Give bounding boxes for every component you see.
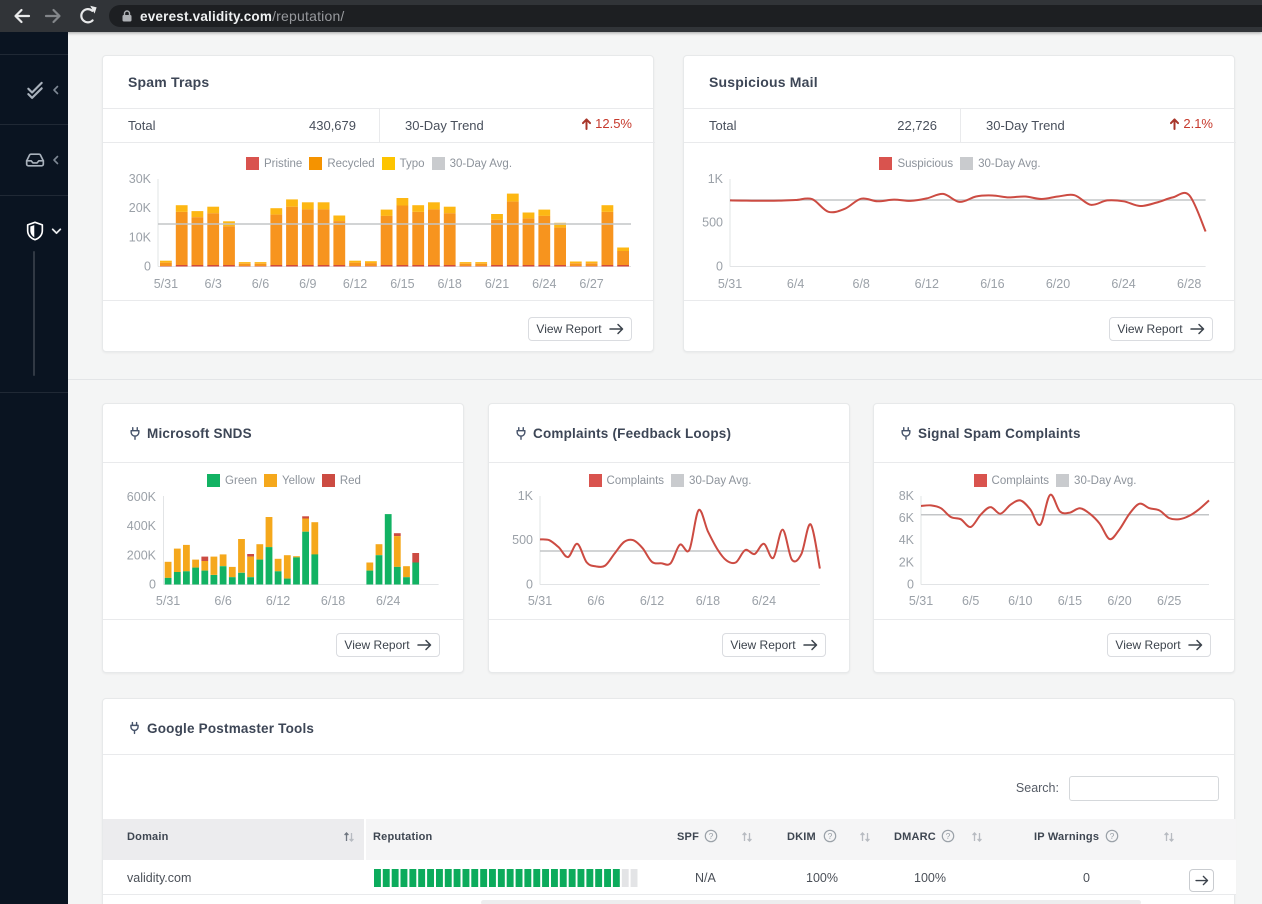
- svg-text:6/6: 6/6: [587, 594, 604, 608]
- svg-text:5/31: 5/31: [718, 277, 742, 291]
- svg-text:6/12: 6/12: [915, 277, 939, 291]
- svg-text:0: 0: [526, 578, 533, 592]
- svg-text:6/20: 6/20: [1107, 594, 1131, 608]
- svg-text:6/15: 6/15: [1058, 594, 1082, 608]
- svg-text:6K: 6K: [899, 511, 915, 525]
- svg-text:5/31: 5/31: [156, 594, 180, 608]
- svg-text:6/6: 6/6: [252, 277, 269, 291]
- svg-text:6/5: 6/5: [962, 594, 979, 608]
- svg-text:500: 500: [702, 216, 723, 230]
- svg-text:0: 0: [907, 578, 914, 592]
- svg-text:6/28: 6/28: [1177, 277, 1201, 291]
- svg-text:20K: 20K: [129, 201, 152, 215]
- svg-text:6/18: 6/18: [438, 277, 462, 291]
- svg-text:4K: 4K: [899, 533, 915, 547]
- svg-text:6/24: 6/24: [376, 594, 400, 608]
- svg-text:5/31: 5/31: [528, 594, 552, 608]
- svg-text:6/18: 6/18: [321, 594, 345, 608]
- svg-text:?: ?: [709, 831, 714, 841]
- svg-text:1K: 1K: [518, 489, 534, 503]
- svg-text:6/10: 6/10: [1008, 594, 1032, 608]
- svg-text:30K: 30K: [129, 172, 152, 186]
- svg-text:?: ?: [828, 831, 833, 841]
- svg-text:400K: 400K: [127, 519, 157, 533]
- svg-text:6/20: 6/20: [1046, 277, 1070, 291]
- svg-text:6/12: 6/12: [343, 277, 367, 291]
- svg-text:2K: 2K: [899, 555, 915, 569]
- svg-text:0: 0: [144, 260, 151, 274]
- svg-text:6/24: 6/24: [752, 594, 776, 608]
- svg-text:200K: 200K: [127, 548, 157, 562]
- svg-text:1K: 1K: [708, 172, 724, 186]
- svg-text:6/12: 6/12: [266, 594, 290, 608]
- svg-text:6/4: 6/4: [787, 277, 804, 291]
- svg-text:0: 0: [149, 578, 156, 592]
- svg-text:600K: 600K: [127, 490, 157, 504]
- svg-text:6/6: 6/6: [214, 594, 231, 608]
- svg-text:6/12: 6/12: [640, 594, 664, 608]
- svg-text:6/3: 6/3: [205, 277, 222, 291]
- svg-text:6/24: 6/24: [1111, 277, 1135, 291]
- svg-text:6/16: 6/16: [980, 277, 1004, 291]
- svg-text:10K: 10K: [129, 230, 152, 244]
- svg-text:6/25: 6/25: [1157, 594, 1181, 608]
- svg-text:6/15: 6/15: [390, 277, 414, 291]
- svg-text:6/8: 6/8: [853, 277, 870, 291]
- svg-text:?: ?: [946, 831, 951, 841]
- svg-text:8K: 8K: [899, 489, 915, 503]
- svg-text:6/24: 6/24: [532, 277, 556, 291]
- svg-text:6/27: 6/27: [579, 277, 603, 291]
- svg-text:5/31: 5/31: [909, 594, 933, 608]
- svg-text:?: ?: [1110, 831, 1115, 841]
- svg-text:0: 0: [716, 260, 723, 274]
- svg-text:6/9: 6/9: [299, 277, 316, 291]
- svg-text:6/18: 6/18: [696, 594, 720, 608]
- svg-text:6/21: 6/21: [485, 277, 509, 291]
- svg-text:500: 500: [512, 533, 533, 547]
- svg-text:5/31: 5/31: [154, 277, 178, 291]
